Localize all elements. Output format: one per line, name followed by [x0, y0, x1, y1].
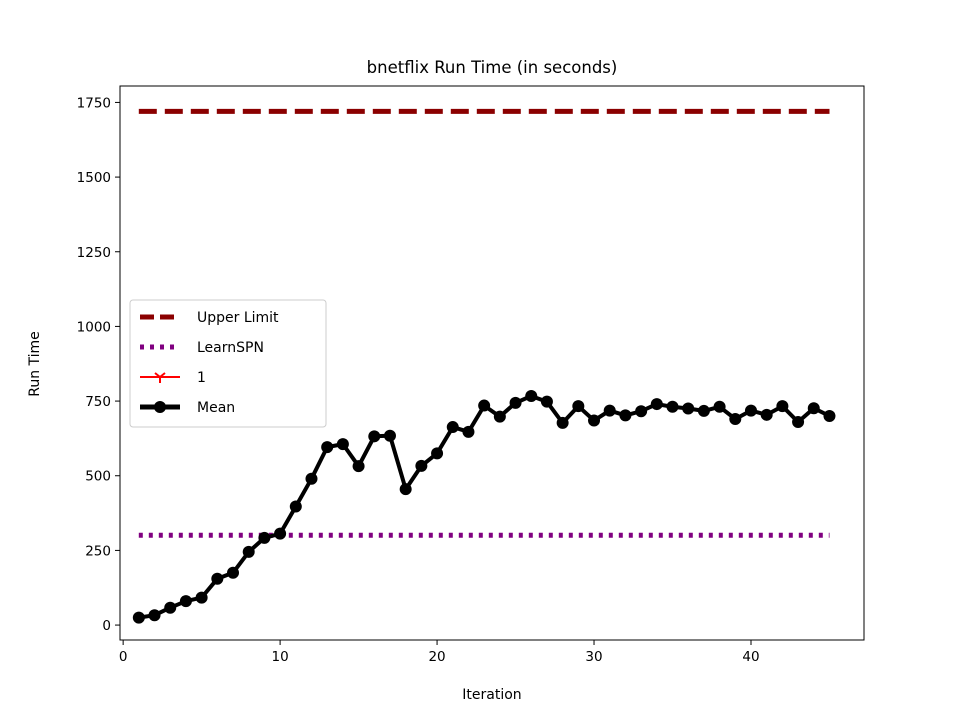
y-tick-label: 250	[85, 543, 111, 559]
data-point	[556, 416, 569, 429]
data-point	[274, 527, 287, 540]
data-point	[650, 398, 663, 411]
data-point	[478, 399, 491, 412]
y-axis-label: Run Time	[27, 331, 43, 397]
data-point	[807, 402, 820, 415]
data-point	[666, 400, 679, 413]
y-tick-label: 0	[102, 618, 111, 634]
data-point	[195, 591, 208, 604]
data-point	[321, 441, 334, 454]
series-line-3	[138, 394, 831, 620]
x-tick-label: 40	[742, 649, 759, 665]
data-point	[823, 410, 836, 423]
x-tick-label: 0	[119, 649, 128, 665]
legend: Upper Limit LearnSPN 1 Mean	[129, 299, 327, 428]
data-point	[572, 400, 585, 413]
data-point	[164, 601, 177, 614]
data-point	[352, 460, 365, 473]
data-point	[148, 609, 161, 622]
y-tick-label: 1750	[77, 95, 111, 111]
data-point	[431, 447, 444, 460]
data-point	[588, 414, 601, 427]
data-point	[525, 390, 538, 403]
x-tick-label: 30	[585, 649, 602, 665]
data-point	[446, 421, 459, 434]
data-point	[336, 438, 349, 451]
data-point	[258, 531, 271, 544]
data-point	[289, 500, 302, 513]
data-point	[540, 395, 553, 408]
legend-label: Upper Limit	[197, 310, 279, 326]
plot-area	[132, 108, 836, 624]
x-tick-label: 20	[428, 649, 445, 665]
chart-title: bnetflix Run Time (in seconds)	[367, 58, 618, 77]
axes-frame	[119, 85, 865, 641]
data-point	[776, 400, 789, 413]
data-point	[227, 566, 240, 579]
data-point	[682, 402, 695, 415]
data-point	[132, 611, 145, 624]
data-point	[729, 412, 742, 425]
data-point	[415, 459, 428, 472]
data-point	[792, 415, 805, 428]
data-point	[383, 429, 396, 442]
data-point	[179, 595, 192, 608]
data-point	[305, 472, 318, 485]
data-point	[462, 425, 475, 438]
data-point	[211, 572, 224, 585]
data-point	[744, 404, 757, 417]
x-tick-label: 10	[272, 649, 289, 665]
legend-label: 1	[197, 370, 206, 386]
data-point	[760, 408, 773, 421]
legend-label: LearnSPN	[197, 340, 264, 356]
data-point	[509, 396, 522, 409]
legend-label: Mean	[197, 400, 235, 416]
x-axis-label: Iteration	[462, 687, 521, 703]
y-tick-label: 1500	[77, 170, 111, 186]
data-point	[242, 545, 255, 558]
data-point	[493, 410, 506, 423]
data-point	[697, 404, 710, 417]
legend-marker	[154, 372, 166, 383]
x-axis: 0 10 20 30 40	[119, 640, 760, 665]
y-axis: 0 250 500 750 1000 1250 1500 1750	[77, 95, 120, 634]
data-point	[635, 405, 648, 418]
legend-frame	[129, 299, 327, 428]
data-point	[713, 400, 726, 413]
y-tick-label: 750	[85, 394, 111, 410]
data-point	[368, 430, 381, 443]
data-point	[399, 483, 412, 496]
y-tick-label: 1000	[77, 319, 111, 335]
y-tick-label: 500	[85, 469, 111, 485]
data-point	[603, 404, 616, 417]
data-point	[619, 409, 632, 422]
legend-marker	[154, 401, 166, 413]
y-tick-label: 1250	[77, 245, 111, 261]
